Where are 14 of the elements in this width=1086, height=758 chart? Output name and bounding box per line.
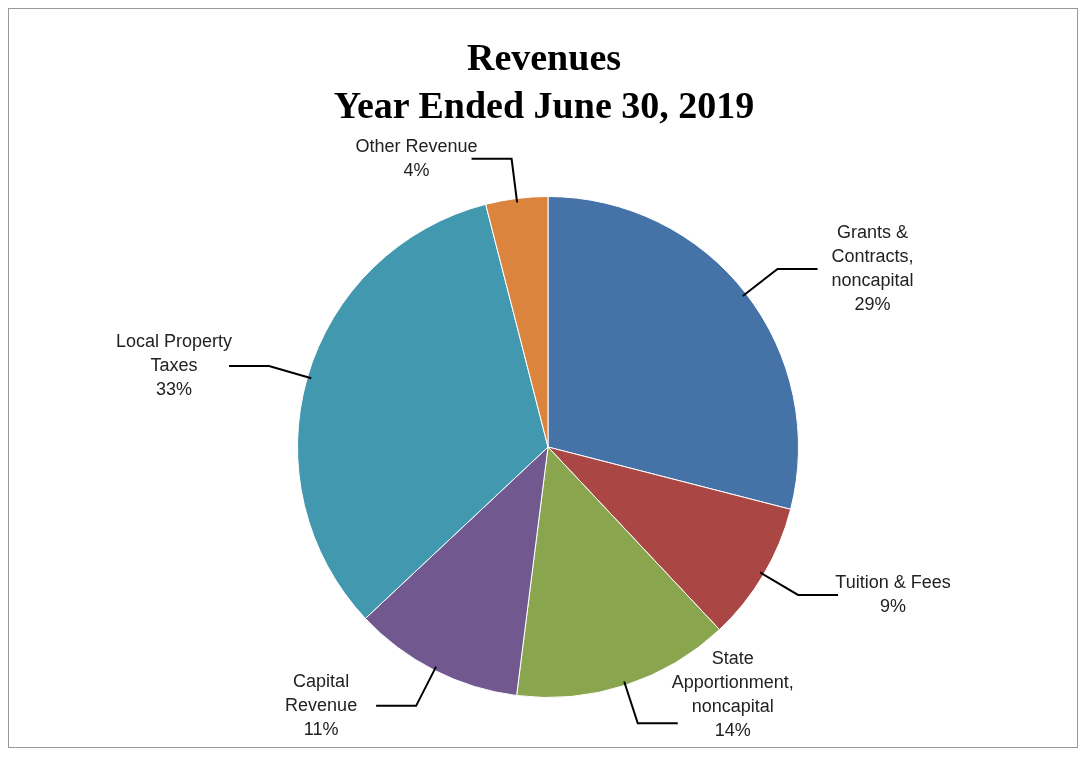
slice-label: Tuition & Fees (835, 571, 951, 592)
data-label: 14% (714, 719, 751, 740)
slice-label: Capital Revenue (285, 670, 358, 715)
slice-label: Grants & Contracts, noncapital (831, 221, 914, 290)
data-label: 9% (880, 595, 907, 616)
chart-title: Revenues (465, 35, 623, 80)
slice-label: Other Revenue (355, 135, 478, 156)
data-label: 29% (854, 293, 891, 314)
data-label: 4% (403, 159, 430, 180)
slice-label: Local Property Taxes (116, 330, 233, 375)
data-label: 11% (303, 718, 339, 739)
chart-subtitle: Year Ended June 30, 2019 (332, 83, 756, 128)
slice-label: State Apportionment, noncapital (671, 647, 794, 716)
data-label: 33% (156, 378, 193, 399)
